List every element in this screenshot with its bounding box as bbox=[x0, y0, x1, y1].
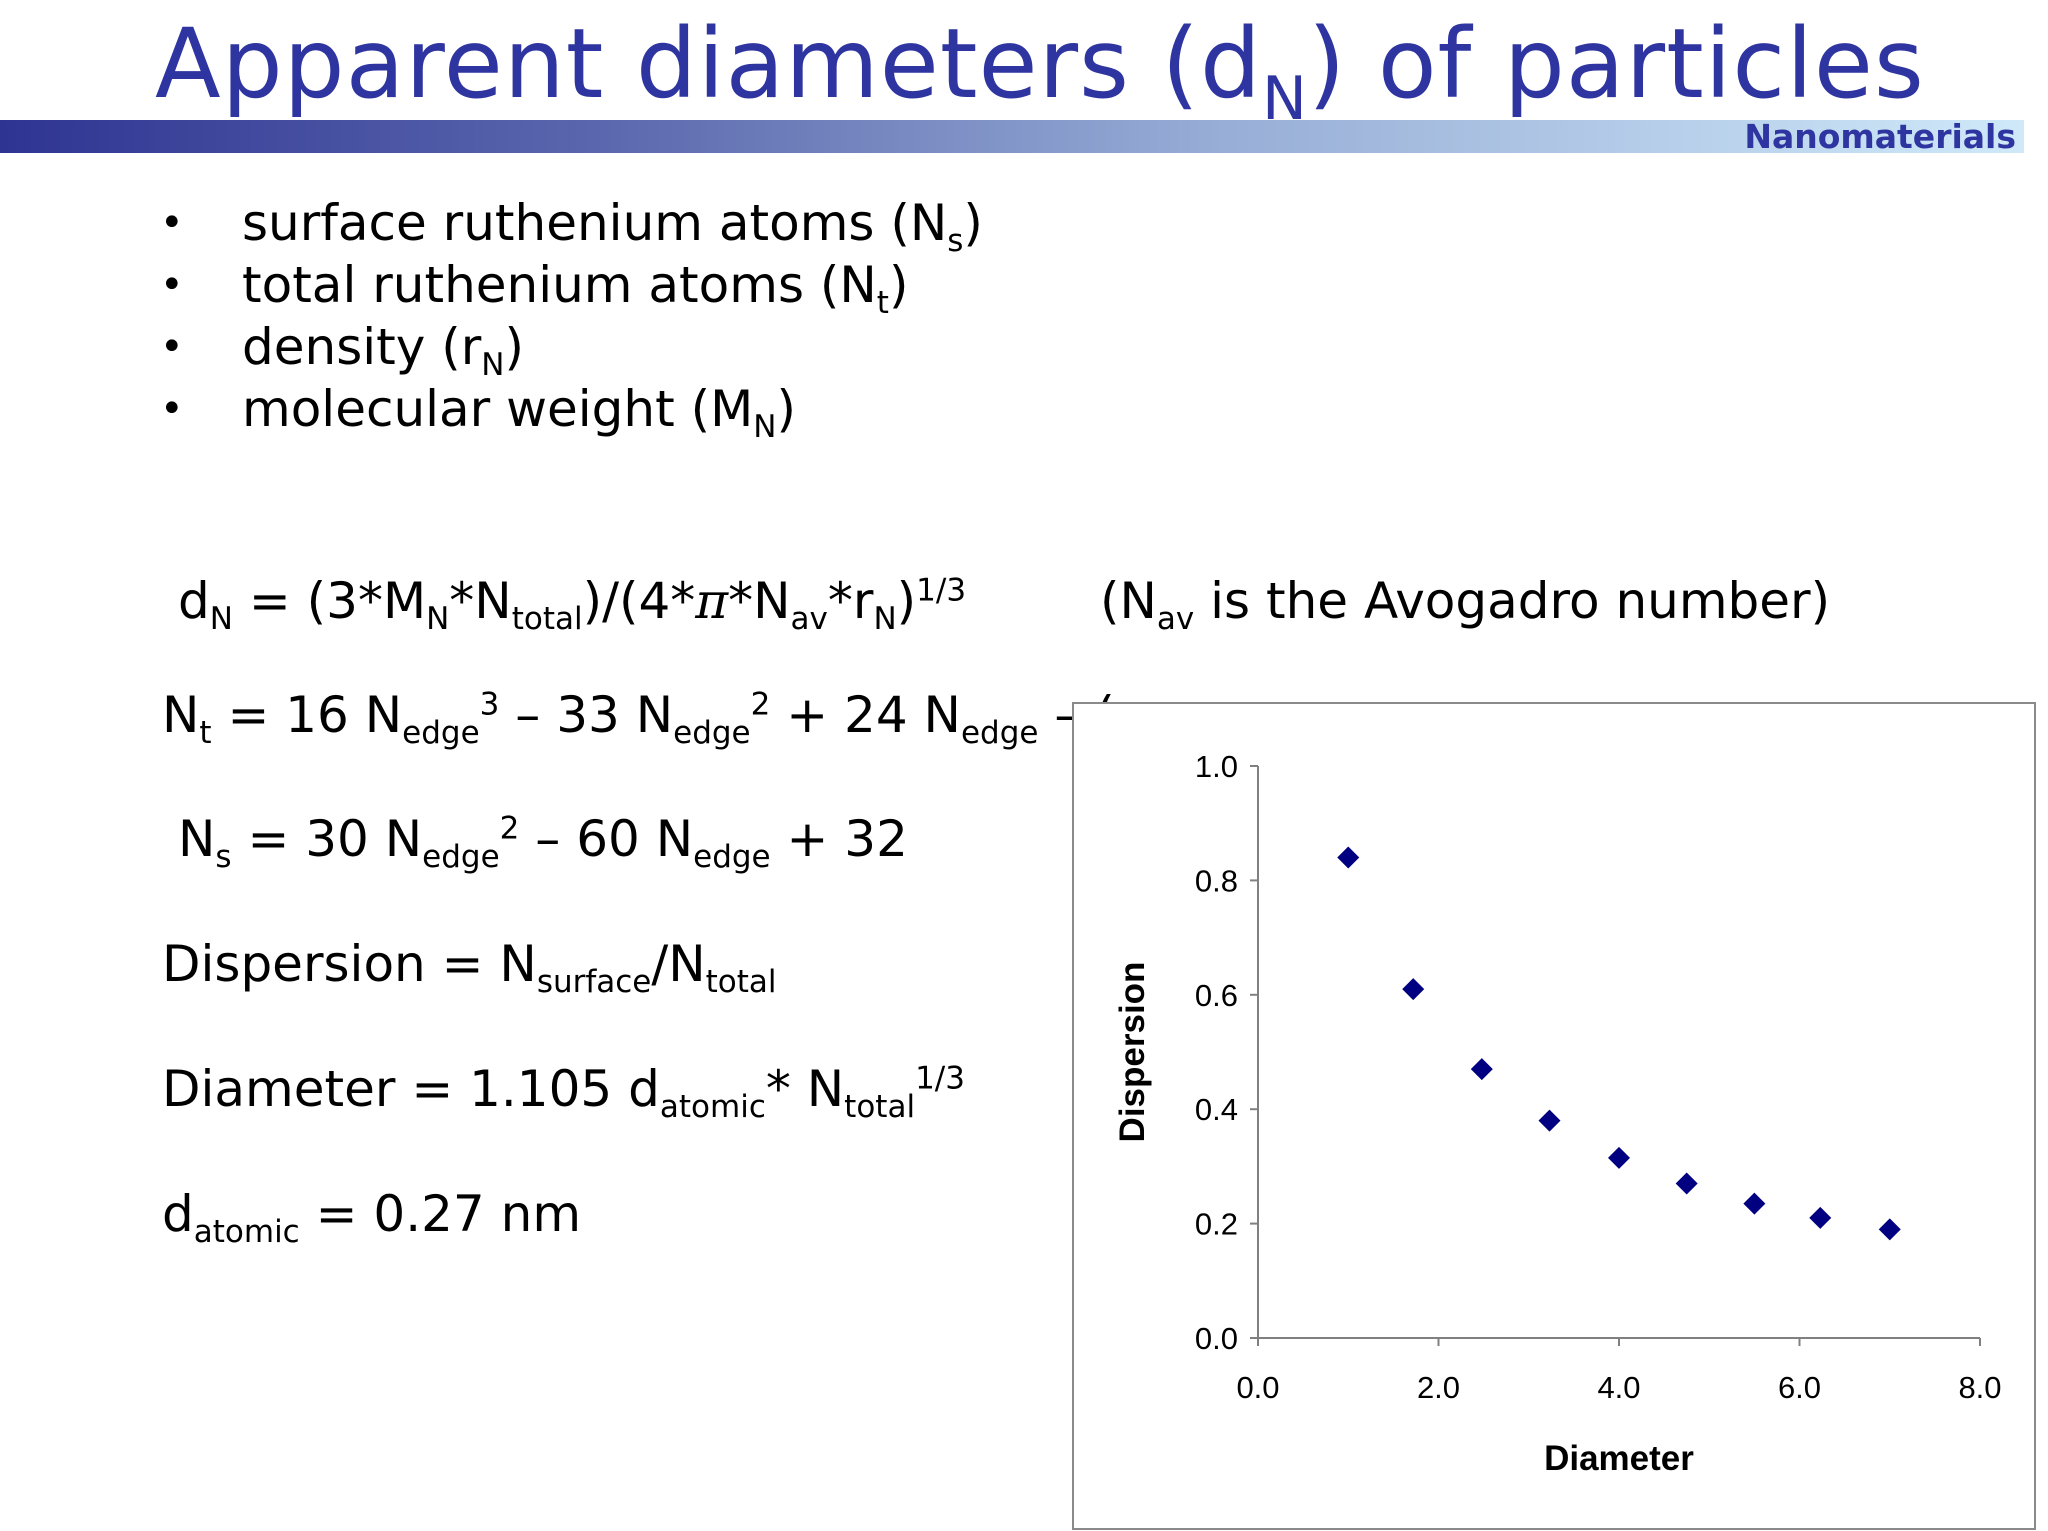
bullet-dot-icon: • bbox=[160, 386, 184, 432]
formula-dispersion: Dispersion = Nsurface/Ntotal bbox=[162, 935, 777, 1000]
avogadro-note: (Nav is the Avogadro number) bbox=[1100, 572, 1831, 637]
x-tick-label: 8.0 bbox=[1958, 1370, 2001, 1405]
bullet-dot-icon: • bbox=[160, 262, 184, 308]
y-tick-label: 0.6 bbox=[1195, 978, 1238, 1013]
bullet-item: • molecular weight (MN) bbox=[160, 380, 796, 445]
scatter-chart: 0.0 0.2 0.4 0.6 0.8 1.0 0.0 2.0 4.0 6.0 8.0 Diamete… bbox=[1113, 749, 2002, 1478]
formula-dn: dN = (3*MN*Ntotal)/(4*π*Nav*rN)1/3 bbox=[178, 572, 967, 637]
data-point bbox=[1402, 978, 1425, 1001]
x-tick-label: 4.0 bbox=[1597, 1370, 1640, 1405]
formula-nt: Nt = 16 Nedge3 – 33 Nedge2 + 24 Nedge – … bbox=[162, 686, 1115, 751]
y-tick-label: 0.2 bbox=[1195, 1207, 1238, 1242]
bullet-item: • density (rN) bbox=[160, 318, 525, 383]
chart-frame: 0.0 0.2 0.4 0.6 0.8 1.0 0.0 2.0 4.0 6.0 8.0 Diamete… bbox=[1072, 702, 2036, 1530]
bullet-item: • surface ruthenium atoms (Ns) bbox=[160, 194, 983, 259]
data-point bbox=[1538, 1109, 1561, 1132]
bullet-list: • surface ruthenium atoms (Ns) • total rut… bbox=[160, 192, 983, 445]
bullet-dot-icon: • bbox=[160, 200, 184, 246]
section-tag: Nanomaterials bbox=[1744, 117, 2016, 156]
y-tick-label: 0.8 bbox=[1195, 863, 1238, 898]
data-point bbox=[1743, 1192, 1766, 1215]
formula-datomic: datomic = 0.27 nm bbox=[162, 1185, 582, 1250]
y-axis-label: Dispersion bbox=[1113, 962, 1152, 1143]
data-point bbox=[1675, 1172, 1698, 1195]
x-tick-label: 2.0 bbox=[1417, 1370, 1460, 1405]
x-tick-label: 0.0 bbox=[1236, 1370, 1279, 1405]
title-gradient-band bbox=[0, 120, 2024, 153]
x-tick-label: 6.0 bbox=[1778, 1370, 1821, 1405]
formula-diameter: Diameter = 1.105 datomic* Ntotal1/3 bbox=[162, 1060, 965, 1125]
data-point bbox=[1337, 846, 1360, 869]
data-point bbox=[1809, 1206, 1832, 1229]
y-tick-label: 1.0 bbox=[1195, 749, 1238, 784]
formula-ns: Ns = 30 Nedge2 – 60 Nedge + 32 bbox=[178, 810, 908, 875]
page-title: Apparent diameters (dN) of particles bbox=[155, 8, 1925, 134]
data-point bbox=[1470, 1058, 1493, 1081]
y-tick-label: 0.0 bbox=[1195, 1321, 1238, 1356]
x-axis-label: Diameter bbox=[1544, 1439, 1694, 1478]
bullet-item: • total ruthenium atoms (Nt) bbox=[160, 256, 909, 321]
data-point bbox=[1878, 1218, 1901, 1241]
y-tick-label: 0.4 bbox=[1195, 1092, 1238, 1127]
bullet-dot-icon: • bbox=[160, 324, 184, 370]
data-point bbox=[1608, 1146, 1630, 1169]
